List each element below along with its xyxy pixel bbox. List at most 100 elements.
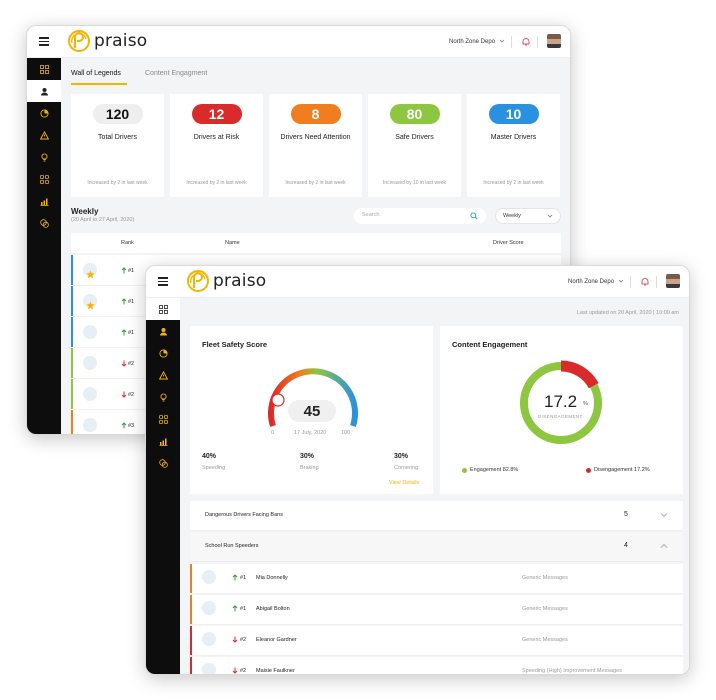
dashboard-icon [39, 64, 49, 74]
stat-card[interactable]: 80 Safe Drivers Increased by 10 in last we… [368, 94, 461, 197]
tab-wall-of-legends[interactable]: Wall of Legends [71, 70, 121, 77]
praiso-logo-mark [187, 270, 209, 292]
chevron-down-icon[interactable] [499, 39, 505, 44]
sidebar-item-modules[interactable] [146, 408, 180, 430]
stat-card[interactable]: 10 Master Drivers Increased by 2 in last w… [467, 94, 560, 197]
hamburger-icon[interactable] [39, 37, 49, 46]
search-input[interactable]: Search [354, 208, 486, 224]
list-item[interactable]: #2 Eleanor Gardner Generic Messages [190, 626, 683, 656]
cornering-label: Cornering [394, 465, 419, 471]
sidebar-item-rewards[interactable] [27, 212, 61, 234]
disengaged-arc [518, 360, 604, 446]
stat-card[interactable]: 8 Drivers Need Attention Increased by 2 in… [269, 94, 362, 197]
rank-value: #1 [240, 606, 247, 612]
sidebar-item-analytics[interactable] [146, 430, 180, 452]
chevron-down-icon[interactable] [547, 214, 553, 219]
sidebar-item-alerts[interactable] [27, 124, 61, 146]
name-column-header[interactable]: Name [225, 240, 240, 246]
stat-value: 120 [92, 104, 143, 124]
weekly-title: Weekly [71, 207, 99, 216]
engagement-unit: % [583, 401, 588, 407]
sidebar-item-alerts[interactable] [146, 364, 180, 386]
dashboard-window: praiso North Zone Depo Last updated on 2… [145, 265, 690, 675]
rank-down-icon [121, 360, 127, 367]
avatar [83, 387, 97, 401]
divider [656, 276, 657, 288]
sidebar-item-reports[interactable] [146, 342, 180, 364]
top-bar: praiso North Zone Depo [146, 266, 689, 298]
sidebar-item-tips[interactable] [146, 386, 180, 408]
status-bar [71, 317, 73, 347]
stat-trend: Increased by 10 in last week [382, 180, 447, 186]
sidebar-item-reports[interactable] [27, 102, 61, 124]
rank-value: #3 [128, 423, 135, 429]
gauge-max: 100 [341, 430, 351, 436]
list-item[interactable]: #1 Abigail Bolton Generic Messages [190, 595, 683, 625]
period-select[interactable]: Weekly [495, 208, 561, 224]
status-bar [190, 564, 192, 593]
search-placeholder: Search [362, 212, 380, 218]
view-details-link[interactable]: View Details [389, 480, 420, 486]
sidebar-item-users[interactable] [27, 80, 61, 102]
engagement-value: 17.2 [544, 392, 578, 411]
section-school-run-speeders[interactable]: School Run Speeders 4 [190, 532, 683, 562]
divider [511, 36, 512, 48]
table-header: Rank Name Driver Score [71, 233, 561, 253]
chart-icon [159, 438, 167, 446]
list-item[interactable]: #2 Maisie Faulkner Speeding (High) Improve… [190, 657, 683, 674]
hamburger-icon[interactable] [158, 277, 168, 286]
stat-label: Drivers at Risk [193, 134, 240, 141]
bell-icon[interactable] [640, 277, 650, 287]
stat-label: Safe Drivers [395, 134, 434, 141]
sidebar-item-dashboard[interactable] [27, 58, 61, 80]
chevron-down-icon[interactable] [660, 511, 668, 519]
avatar[interactable] [666, 274, 680, 288]
depot-select[interactable]: North Zone Depo [568, 279, 615, 285]
stat-value: 8 [290, 104, 341, 124]
fleet-safety-title: Fleet Safety Score [202, 340, 268, 349]
coins-icon [158, 458, 168, 468]
list-item[interactable]: #1 Mia Donnelly Generic Messages [190, 564, 683, 594]
warning-icon [39, 130, 49, 139]
disengaged-dot [586, 468, 591, 473]
depot-select[interactable]: North Zone Depo [449, 39, 496, 45]
rank-value: #1 [240, 575, 247, 581]
sidebar-item-users[interactable] [146, 320, 180, 342]
rank-column-header[interactable]: Rank [121, 240, 134, 246]
pie-icon [39, 108, 49, 118]
sidebar-item-tips[interactable] [27, 146, 61, 168]
lightbulb-icon [40, 152, 48, 161]
message-type: Speeding (High) Improvement Messages [522, 668, 622, 674]
weekly-range: (20 April to 27 April, 2020) [71, 217, 135, 223]
tab-content-engagement[interactable]: Content Engagment [145, 70, 208, 77]
dashboard-content: Last updated on 20 April, 2020 | 10:00 a… [180, 298, 689, 674]
avatar[interactable] [547, 34, 561, 48]
sidebar-item-analytics[interactable] [27, 190, 61, 212]
braking-label: Braking [300, 465, 319, 471]
rank-up-icon [121, 298, 127, 305]
gauge-knob[interactable] [271, 393, 285, 407]
gauge-arc [268, 368, 358, 427]
score-column-header[interactable]: Driver Score [493, 240, 524, 246]
stat-card[interactable]: 120 Total Drivers Increased by 2 in last w… [71, 94, 164, 197]
top-bar: praiso North Zone Depo [27, 26, 570, 58]
stat-card[interactable]: 12 Drivers at Risk Increased by 2 in last … [170, 94, 263, 197]
gauge-min: 0 [271, 430, 275, 436]
status-bar [71, 286, 73, 316]
search-icon[interactable] [470, 212, 478, 220]
sidebar-item-modules[interactable] [27, 168, 61, 190]
rank-down-icon [232, 667, 238, 674]
sidebar-item-dashboard[interactable] [146, 298, 180, 320]
praiso-logo: praiso [67, 29, 147, 53]
sidebar-item-rewards[interactable] [146, 452, 180, 474]
section-dangerous-drivers[interactable]: Dangerous Drivers Facing Bans 5 [190, 501, 683, 531]
chevron-up-icon[interactable] [660, 542, 668, 550]
star-icon [86, 301, 95, 310]
avatar [202, 632, 216, 646]
content-engagement-card: Content Engagement 17.2 % DISENGAGEMENT … [440, 326, 683, 494]
avatar [83, 325, 97, 339]
bell-icon[interactable] [521, 37, 531, 47]
chevron-down-icon[interactable] [618, 279, 624, 284]
stat-value: 10 [488, 104, 539, 124]
rank-up-icon [232, 574, 238, 581]
